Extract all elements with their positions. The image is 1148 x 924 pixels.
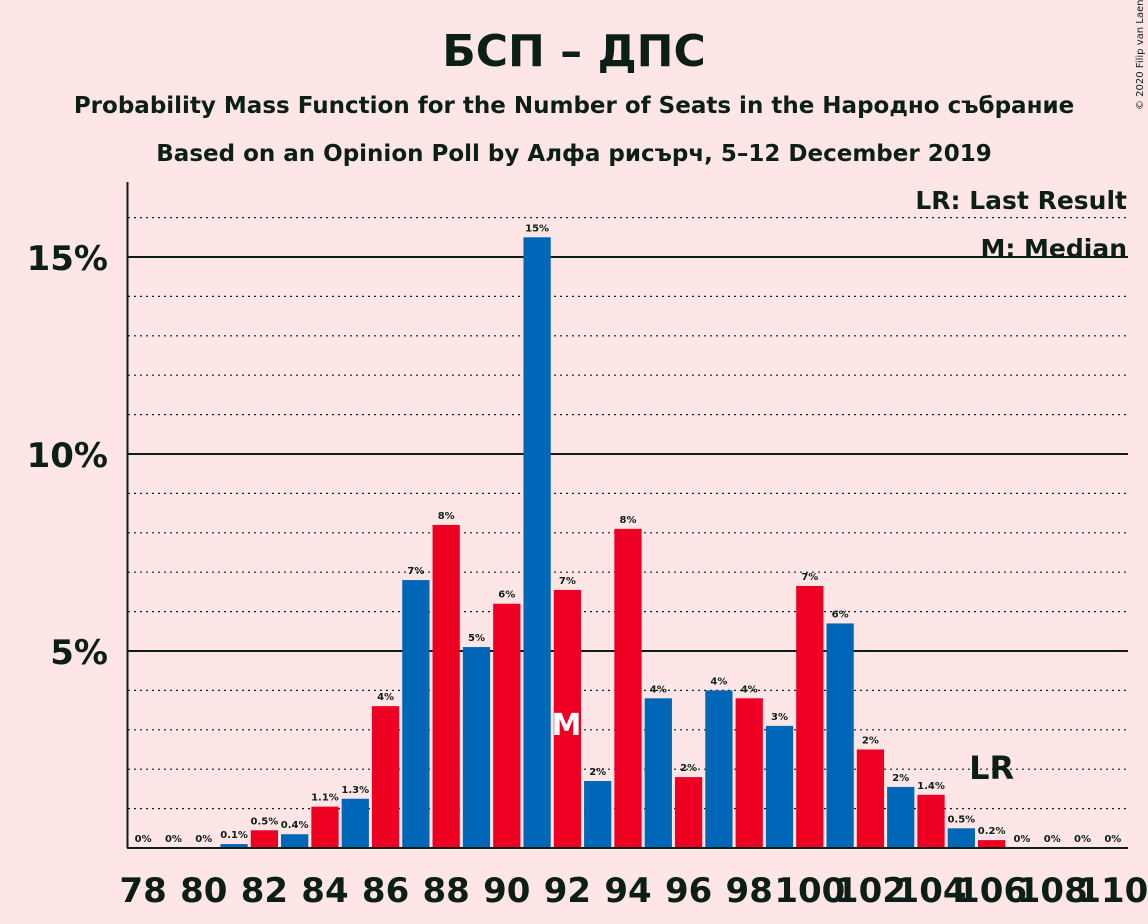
bar-81 xyxy=(220,844,248,848)
x-tick-label: 110 xyxy=(1077,871,1148,911)
data-label-95: 4% xyxy=(650,684,667,695)
y-tick-label: 15% xyxy=(27,239,108,279)
bar-92 xyxy=(553,589,582,848)
bar-88 xyxy=(432,524,460,848)
data-label-85: 1.3% xyxy=(341,785,369,796)
x-tick-label: 102 xyxy=(835,871,906,911)
data-label-87: 7% xyxy=(407,566,424,577)
bar-101 xyxy=(826,623,854,848)
data-label-96: 2% xyxy=(680,763,697,774)
x-tick-label: 78 xyxy=(119,871,166,911)
y-axis-ticks: 5% 10% 15% xyxy=(27,239,108,673)
x-tick-label: 92 xyxy=(544,871,591,911)
bar-100 xyxy=(796,585,824,848)
data-label-82: 0.5% xyxy=(250,816,278,827)
bar-104 xyxy=(917,794,945,848)
bar-91 xyxy=(523,237,551,849)
x-tick-label: 104 xyxy=(896,871,967,911)
chart-subtitle-2: Based on an Opinion Poll by Алфа рисърч,… xyxy=(156,141,991,167)
x-tick-label: 100 xyxy=(774,871,845,911)
data-label-110: 0% xyxy=(1104,834,1121,845)
chart-subtitle-1: Probability Mass Function for the Number… xyxy=(74,93,1074,119)
x-tick-label: 96 xyxy=(665,871,712,911)
bar-97 xyxy=(705,690,733,848)
bar-93 xyxy=(584,781,612,848)
chart-title: БСП – ДПС xyxy=(442,26,706,77)
x-tick-label: 88 xyxy=(423,871,470,911)
median-marker: M xyxy=(551,708,581,743)
bar-98 xyxy=(735,698,763,848)
x-tick-label: 86 xyxy=(362,871,409,911)
data-label-83: 0.4% xyxy=(281,820,309,831)
x-tick-label: 90 xyxy=(483,871,530,911)
data-label-91: 15% xyxy=(525,223,549,234)
bar-86 xyxy=(371,706,400,848)
bar-102 xyxy=(856,749,885,848)
x-tick-label: 80 xyxy=(180,871,227,911)
data-label-94: 8% xyxy=(620,515,637,526)
data-labels: 0% 0% 0% 0.1%0.5% 0.4%1.1%1.3%4%7%8%5%6%15%7… xyxy=(135,223,1122,845)
x-tick-label: 84 xyxy=(301,871,348,911)
bar-84 xyxy=(311,806,339,848)
bar-105 xyxy=(947,828,975,848)
bar-85 xyxy=(341,798,369,848)
bar-87 xyxy=(402,580,430,848)
last-result-marker: LR xyxy=(969,749,1014,787)
data-label-89: 5% xyxy=(468,633,485,644)
data-label-92: 7% xyxy=(559,576,576,587)
data-label-107: 0% xyxy=(1013,834,1030,845)
data-label-78: 0% xyxy=(135,834,152,845)
data-label-104: 1.4% xyxy=(917,781,945,792)
data-label-98: 4% xyxy=(741,684,758,695)
x-tick-label: 108 xyxy=(1017,871,1088,911)
legend-median: M: Median xyxy=(980,234,1127,263)
bar-95 xyxy=(644,698,672,848)
y-tick-label: 5% xyxy=(50,633,108,673)
x-tick-label: 106 xyxy=(956,871,1027,911)
data-label-86: 4% xyxy=(377,692,394,703)
data-label-108: 0% xyxy=(1044,834,1061,845)
y-tick-label: 10% xyxy=(27,436,108,476)
bar-94 xyxy=(614,528,642,848)
data-label-102: 2% xyxy=(862,736,879,747)
data-label-101: 6% xyxy=(832,609,849,620)
data-label-99: 3% xyxy=(771,712,788,723)
bar-96 xyxy=(674,777,703,848)
data-label-90: 6% xyxy=(498,590,515,601)
data-label-100: 7% xyxy=(801,572,818,583)
bar-82 xyxy=(250,830,278,848)
legend-last-result: LR: Last Result xyxy=(915,186,1127,215)
bar-89 xyxy=(462,647,491,848)
data-label-105: 0.5% xyxy=(947,814,975,825)
data-label-84: 1.1% xyxy=(311,793,339,804)
bar-103 xyxy=(887,786,915,848)
data-label-109: 0% xyxy=(1074,834,1091,845)
x-tick-label: 94 xyxy=(604,871,651,911)
x-tick-label: 82 xyxy=(241,871,288,911)
bar-106 xyxy=(978,840,1006,848)
markers: M LR xyxy=(551,708,1014,787)
data-label-106: 0.2% xyxy=(978,826,1006,837)
copyright-text: © 2020 Filip van Laenen xyxy=(1135,0,1146,110)
data-label-81: 0.1% xyxy=(220,830,248,841)
data-label-93: 2% xyxy=(589,767,606,778)
bar-99 xyxy=(765,725,794,848)
data-label-80: 0% xyxy=(195,834,212,845)
data-label-97: 4% xyxy=(710,676,727,687)
bars xyxy=(220,237,1006,849)
x-tick-label: 98 xyxy=(726,871,773,911)
data-label-88: 8% xyxy=(438,511,455,522)
bar-83 xyxy=(281,834,309,848)
data-label-79: 0% xyxy=(165,834,182,845)
bar-90 xyxy=(493,603,521,848)
data-label-103: 2% xyxy=(892,773,909,784)
